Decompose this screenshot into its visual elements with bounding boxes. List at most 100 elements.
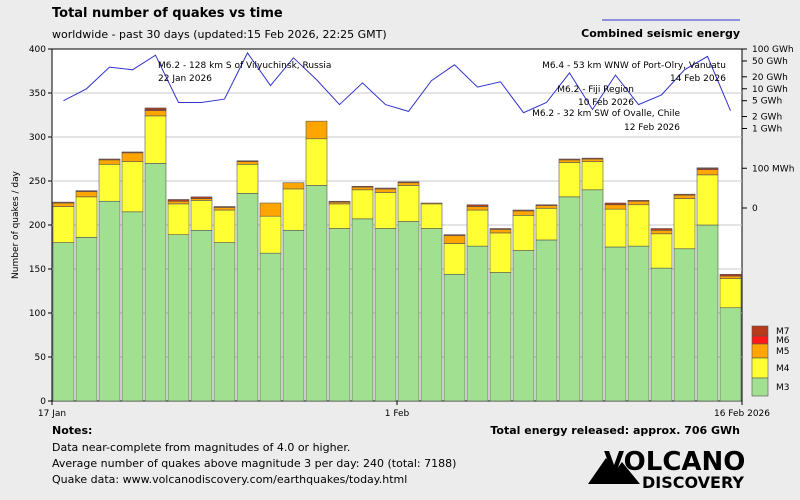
note-line: Average number of quakes above magnitude… bbox=[52, 457, 456, 470]
bar-m5 bbox=[282, 182, 305, 190]
bar-m7 bbox=[374, 187, 397, 190]
bar-m7 bbox=[512, 209, 535, 212]
legend-swatch-m6 bbox=[751, 335, 769, 345]
energy-tick-label: 0 bbox=[752, 204, 758, 214]
y-tick-label: 400 bbox=[29, 45, 46, 55]
bar-m3 bbox=[374, 228, 397, 402]
bar-m3 bbox=[535, 239, 558, 402]
bar-m5 bbox=[581, 158, 604, 162]
bar-m4 bbox=[604, 208, 627, 248]
bar-m3 bbox=[190, 229, 213, 402]
bar-m3 bbox=[144, 163, 167, 402]
bar-m7 bbox=[167, 199, 190, 202]
bar-m7 bbox=[121, 151, 144, 154]
chart-subtitle: worldwide - past 30 days (updated:15 Feb… bbox=[52, 28, 387, 41]
bar-m7 bbox=[535, 204, 558, 206]
bar-m7 bbox=[650, 228, 673, 231]
bar-m3 bbox=[121, 211, 144, 402]
bar-m4 bbox=[627, 204, 650, 247]
annotation-vilyuchinsk: M6.2 - 128 km S of Vilyuchinsk, Russia 2… bbox=[158, 61, 331, 84]
x-tick-label: 1 Feb bbox=[385, 409, 410, 419]
y-tick-label: 350 bbox=[29, 89, 46, 99]
bar-m5 bbox=[420, 202, 443, 205]
bar-m5 bbox=[75, 191, 98, 198]
bar-m3 bbox=[52, 242, 75, 402]
bar-m7 bbox=[604, 202, 627, 206]
bars bbox=[52, 107, 742, 402]
logo-volcano-text: VOLCANO bbox=[604, 447, 745, 477]
energy-total: Total energy released: approx. 706 GWh bbox=[490, 424, 740, 437]
bar-m5 bbox=[144, 110, 167, 117]
annotation-date: 14 Feb 2026 bbox=[670, 74, 726, 84]
bar-m4 bbox=[351, 189, 374, 220]
bar-m3 bbox=[420, 228, 443, 402]
bar-m3 bbox=[213, 242, 236, 402]
y-tick-label: 50 bbox=[35, 353, 47, 363]
bar-m3 bbox=[167, 234, 190, 402]
bar-m4 bbox=[535, 207, 558, 241]
bar-m3 bbox=[512, 250, 535, 402]
bar-m4 bbox=[75, 196, 98, 238]
bar-m5 bbox=[489, 229, 512, 234]
bar-m5 bbox=[512, 210, 535, 216]
y-tick-label: 150 bbox=[29, 265, 46, 275]
bar-m7 bbox=[98, 158, 121, 161]
bar-m5 bbox=[719, 275, 742, 279]
bar-m4 bbox=[673, 198, 696, 250]
note-line: Quake data: www.volcanodiscovery.com/ear… bbox=[52, 473, 407, 486]
y-tick-label: 200 bbox=[29, 221, 46, 231]
annotation-label: M6.2 - 32 km SW of Ovalle, Chile bbox=[532, 109, 680, 119]
bar-m5 bbox=[443, 235, 466, 244]
bar-m7 bbox=[466, 204, 489, 207]
bar-m3 bbox=[650, 267, 673, 402]
y-tick-label: 300 bbox=[29, 133, 46, 143]
bar-m5 bbox=[535, 205, 558, 209]
bar-m3 bbox=[673, 248, 696, 402]
bar-m3 bbox=[558, 196, 581, 402]
energy-tick-label: 5 GWh bbox=[752, 97, 782, 107]
bar-m4 bbox=[52, 206, 75, 243]
annotation-date: 10 Feb 2026 bbox=[578, 98, 634, 108]
bar-m4 bbox=[190, 200, 213, 231]
bar-m7 bbox=[52, 201, 75, 204]
annotation-label: M6.2 - 128 km S of Vilyuchinsk, Russia bbox=[158, 61, 331, 71]
bar-m4 bbox=[121, 161, 144, 213]
bar-m5 bbox=[650, 229, 673, 235]
annotation-label: M6.2 - Fiji Region bbox=[557, 85, 634, 95]
annotation-fiji: M6.2 - Fiji Region 10 Feb 2026 bbox=[557, 85, 634, 108]
energy-tick-label: 2 GWh bbox=[752, 113, 782, 123]
bar-m5 bbox=[167, 200, 190, 205]
x-axis-ticks: 17 Jan 1 Feb 16 Feb 2026 bbox=[38, 401, 770, 419]
legend-label-m3: M3 bbox=[776, 383, 790, 393]
bar-m4 bbox=[489, 232, 512, 273]
energy-tick-label: 1 GWh bbox=[752, 125, 782, 135]
legend-label-m6: M6 bbox=[776, 336, 790, 346]
bar-m4 bbox=[305, 138, 328, 186]
bar-m7 bbox=[190, 196, 213, 199]
bar-m7 bbox=[627, 200, 650, 202]
volcano-icon bbox=[588, 458, 640, 484]
x-tick-label: 17 Jan bbox=[38, 409, 66, 419]
bar-m4 bbox=[98, 163, 121, 202]
energy-axis-ticks: 100 GWh 50 GWh 20 GWh 10 GWh 5 GWh 2 GWh 1 GWh… bbox=[742, 45, 794, 214]
energy-tick-label: 100 MWh bbox=[752, 164, 794, 174]
bar-m7 bbox=[581, 157, 604, 160]
bar-m4 bbox=[167, 203, 190, 235]
bar-m4 bbox=[719, 278, 742, 309]
bar-m5 bbox=[466, 206, 489, 211]
legend-swatch-m7 bbox=[751, 325, 769, 337]
bar-m5 bbox=[259, 202, 282, 217]
y-tick-label: 250 bbox=[29, 177, 46, 187]
bar-m4 bbox=[144, 115, 167, 164]
annotation-date: 12 Feb 2026 bbox=[624, 123, 680, 133]
bar-m7 bbox=[719, 273, 742, 277]
bar-m4 bbox=[259, 215, 282, 254]
bar-m3 bbox=[305, 185, 328, 402]
bar-m3 bbox=[259, 252, 282, 402]
legend-label-m4: M4 bbox=[776, 364, 790, 374]
volcanodiscovery-logo: VOLCANO DISCOVERY bbox=[588, 447, 745, 492]
bar-m7 bbox=[443, 234, 466, 236]
logo-discovery-text: DISCOVERY bbox=[642, 473, 744, 492]
bar-m7 bbox=[397, 181, 420, 184]
